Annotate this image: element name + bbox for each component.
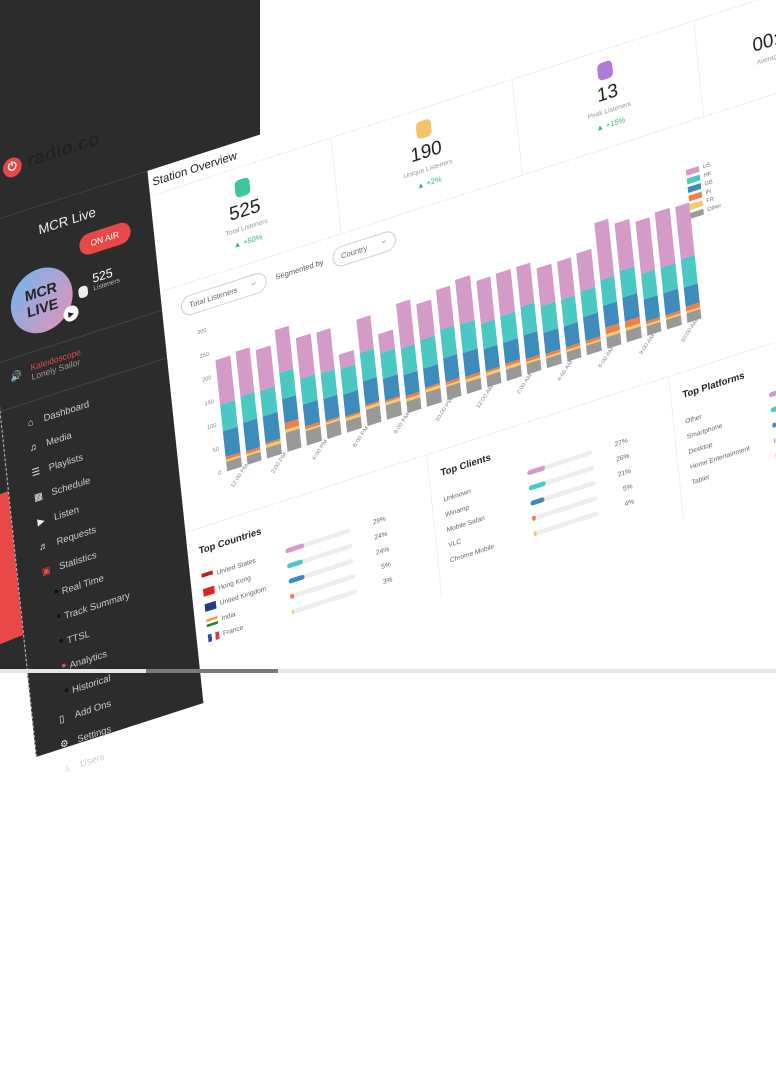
y-tick-label: 300 bbox=[196, 327, 207, 337]
y-tick-label: 0 bbox=[218, 470, 222, 478]
user-icon: ♟ bbox=[62, 762, 72, 776]
speaker-icon: 🔊 bbox=[10, 369, 23, 384]
bar-segment bbox=[285, 428, 302, 453]
bar-segment bbox=[325, 420, 342, 440]
y-tick-label: 100 bbox=[206, 422, 217, 432]
y-tick-label: 200 bbox=[201, 375, 212, 385]
us-flag-icon bbox=[201, 570, 214, 582]
bar-segment bbox=[435, 285, 455, 331]
bar-segment bbox=[255, 345, 275, 391]
bullet-icon bbox=[61, 663, 66, 668]
percentage: 3% bbox=[382, 575, 393, 586]
bar-segment bbox=[536, 263, 555, 307]
bar-segment bbox=[274, 325, 294, 374]
bar-segment bbox=[315, 328, 335, 374]
bar-segment bbox=[593, 218, 615, 280]
chart-bar[interactable] bbox=[378, 329, 402, 420]
chart-bar[interactable] bbox=[315, 328, 342, 440]
gear-icon: ⚙ bbox=[59, 737, 70, 751]
legend-label: HK bbox=[703, 170, 712, 180]
france-flag-icon bbox=[207, 631, 220, 643]
bar-segment bbox=[395, 298, 415, 349]
progress-bar bbox=[768, 371, 776, 398]
chart-icon: ▣ bbox=[41, 564, 52, 578]
headphones-icon bbox=[234, 176, 251, 199]
bar-segment bbox=[305, 426, 322, 446]
percentage: 4% bbox=[624, 497, 635, 508]
bar-segment bbox=[365, 404, 382, 427]
clients-list: Unknown 27% Winamp 26% Mobile Safari 21% VLC 5%… bbox=[443, 422, 670, 569]
legend-label: Other bbox=[707, 203, 722, 214]
bar-segment bbox=[634, 216, 655, 274]
power-logo-icon: ⏻ bbox=[2, 154, 23, 180]
bar-segment bbox=[495, 269, 515, 317]
play-icon: ▶ bbox=[36, 515, 46, 528]
horizontal-scrollbar[interactable] bbox=[0, 669, 776, 673]
bar-segment bbox=[215, 355, 235, 405]
station-cover-art: MCR LIVE bbox=[7, 259, 76, 342]
legend-label: IN bbox=[705, 188, 712, 197]
fingerprint-icon bbox=[415, 118, 433, 140]
chart-bar[interactable] bbox=[355, 315, 382, 427]
y-tick-label: 150 bbox=[204, 399, 215, 408]
mountain-flag-icon bbox=[596, 59, 614, 82]
calendar-icon: ▦ bbox=[33, 490, 44, 504]
bar-segment bbox=[425, 388, 442, 407]
bullet-icon bbox=[59, 638, 64, 644]
y-tick-label: 50 bbox=[212, 446, 220, 455]
legend-label: US bbox=[702, 162, 711, 171]
bar-segment bbox=[654, 208, 675, 268]
bar-segment bbox=[295, 333, 315, 379]
stat-unique-listeners: 190 Unique Listeners ▲ +2% bbox=[331, 79, 523, 234]
bar-segment bbox=[475, 276, 495, 324]
bullet-icon bbox=[56, 613, 61, 619]
segmented-by-label: Segmented by bbox=[275, 257, 324, 282]
y-tick-label: 250 bbox=[199, 351, 210, 361]
countries-list: United States 29% Hong Kong 24% United Kingd… bbox=[201, 500, 428, 647]
bar-segment bbox=[454, 274, 475, 325]
mobile-icon: ▯ bbox=[58, 713, 65, 726]
home-icon: ⌂ bbox=[27, 416, 34, 429]
headphones-icon bbox=[77, 284, 89, 300]
stat-average-listening-time: 00:48:12 Average Listening Time ▲ +19% bbox=[694, 0, 776, 117]
bar-segment bbox=[235, 346, 255, 397]
chart-legend: US HK GB IN FR Other bbox=[685, 160, 722, 221]
legend-label: GB bbox=[704, 179, 714, 188]
bar-segment bbox=[355, 315, 374, 354]
uk-flag-icon bbox=[204, 600, 217, 612]
bullet-icon bbox=[54, 588, 59, 594]
bar-segment bbox=[385, 400, 402, 420]
bar-segment bbox=[556, 257, 575, 300]
legend-swatch bbox=[690, 208, 704, 219]
scrollbar-thumb[interactable] bbox=[146, 669, 278, 673]
music-request-icon: ♬ bbox=[38, 539, 49, 554]
listener-count: 525 Listeners bbox=[91, 264, 121, 293]
hk-flag-icon bbox=[202, 585, 215, 597]
bar-segment bbox=[576, 248, 595, 292]
stat-peak-listeners: 13 Peak Listeners ▲ +15% bbox=[512, 21, 705, 175]
bullet-icon bbox=[64, 687, 69, 693]
chart-bar[interactable] bbox=[338, 349, 362, 433]
list-icon: ☰ bbox=[31, 465, 41, 479]
bar-segment bbox=[416, 299, 435, 340]
segment-select[interactable]: Country bbox=[331, 228, 398, 269]
bar-segment bbox=[515, 262, 535, 308]
india-flag-icon bbox=[206, 616, 219, 628]
legend-label: FR bbox=[706, 196, 715, 205]
music-icon: ♫ bbox=[29, 441, 38, 454]
on-air-button[interactable]: ON AIR bbox=[78, 220, 132, 258]
bar-segment bbox=[614, 219, 634, 272]
